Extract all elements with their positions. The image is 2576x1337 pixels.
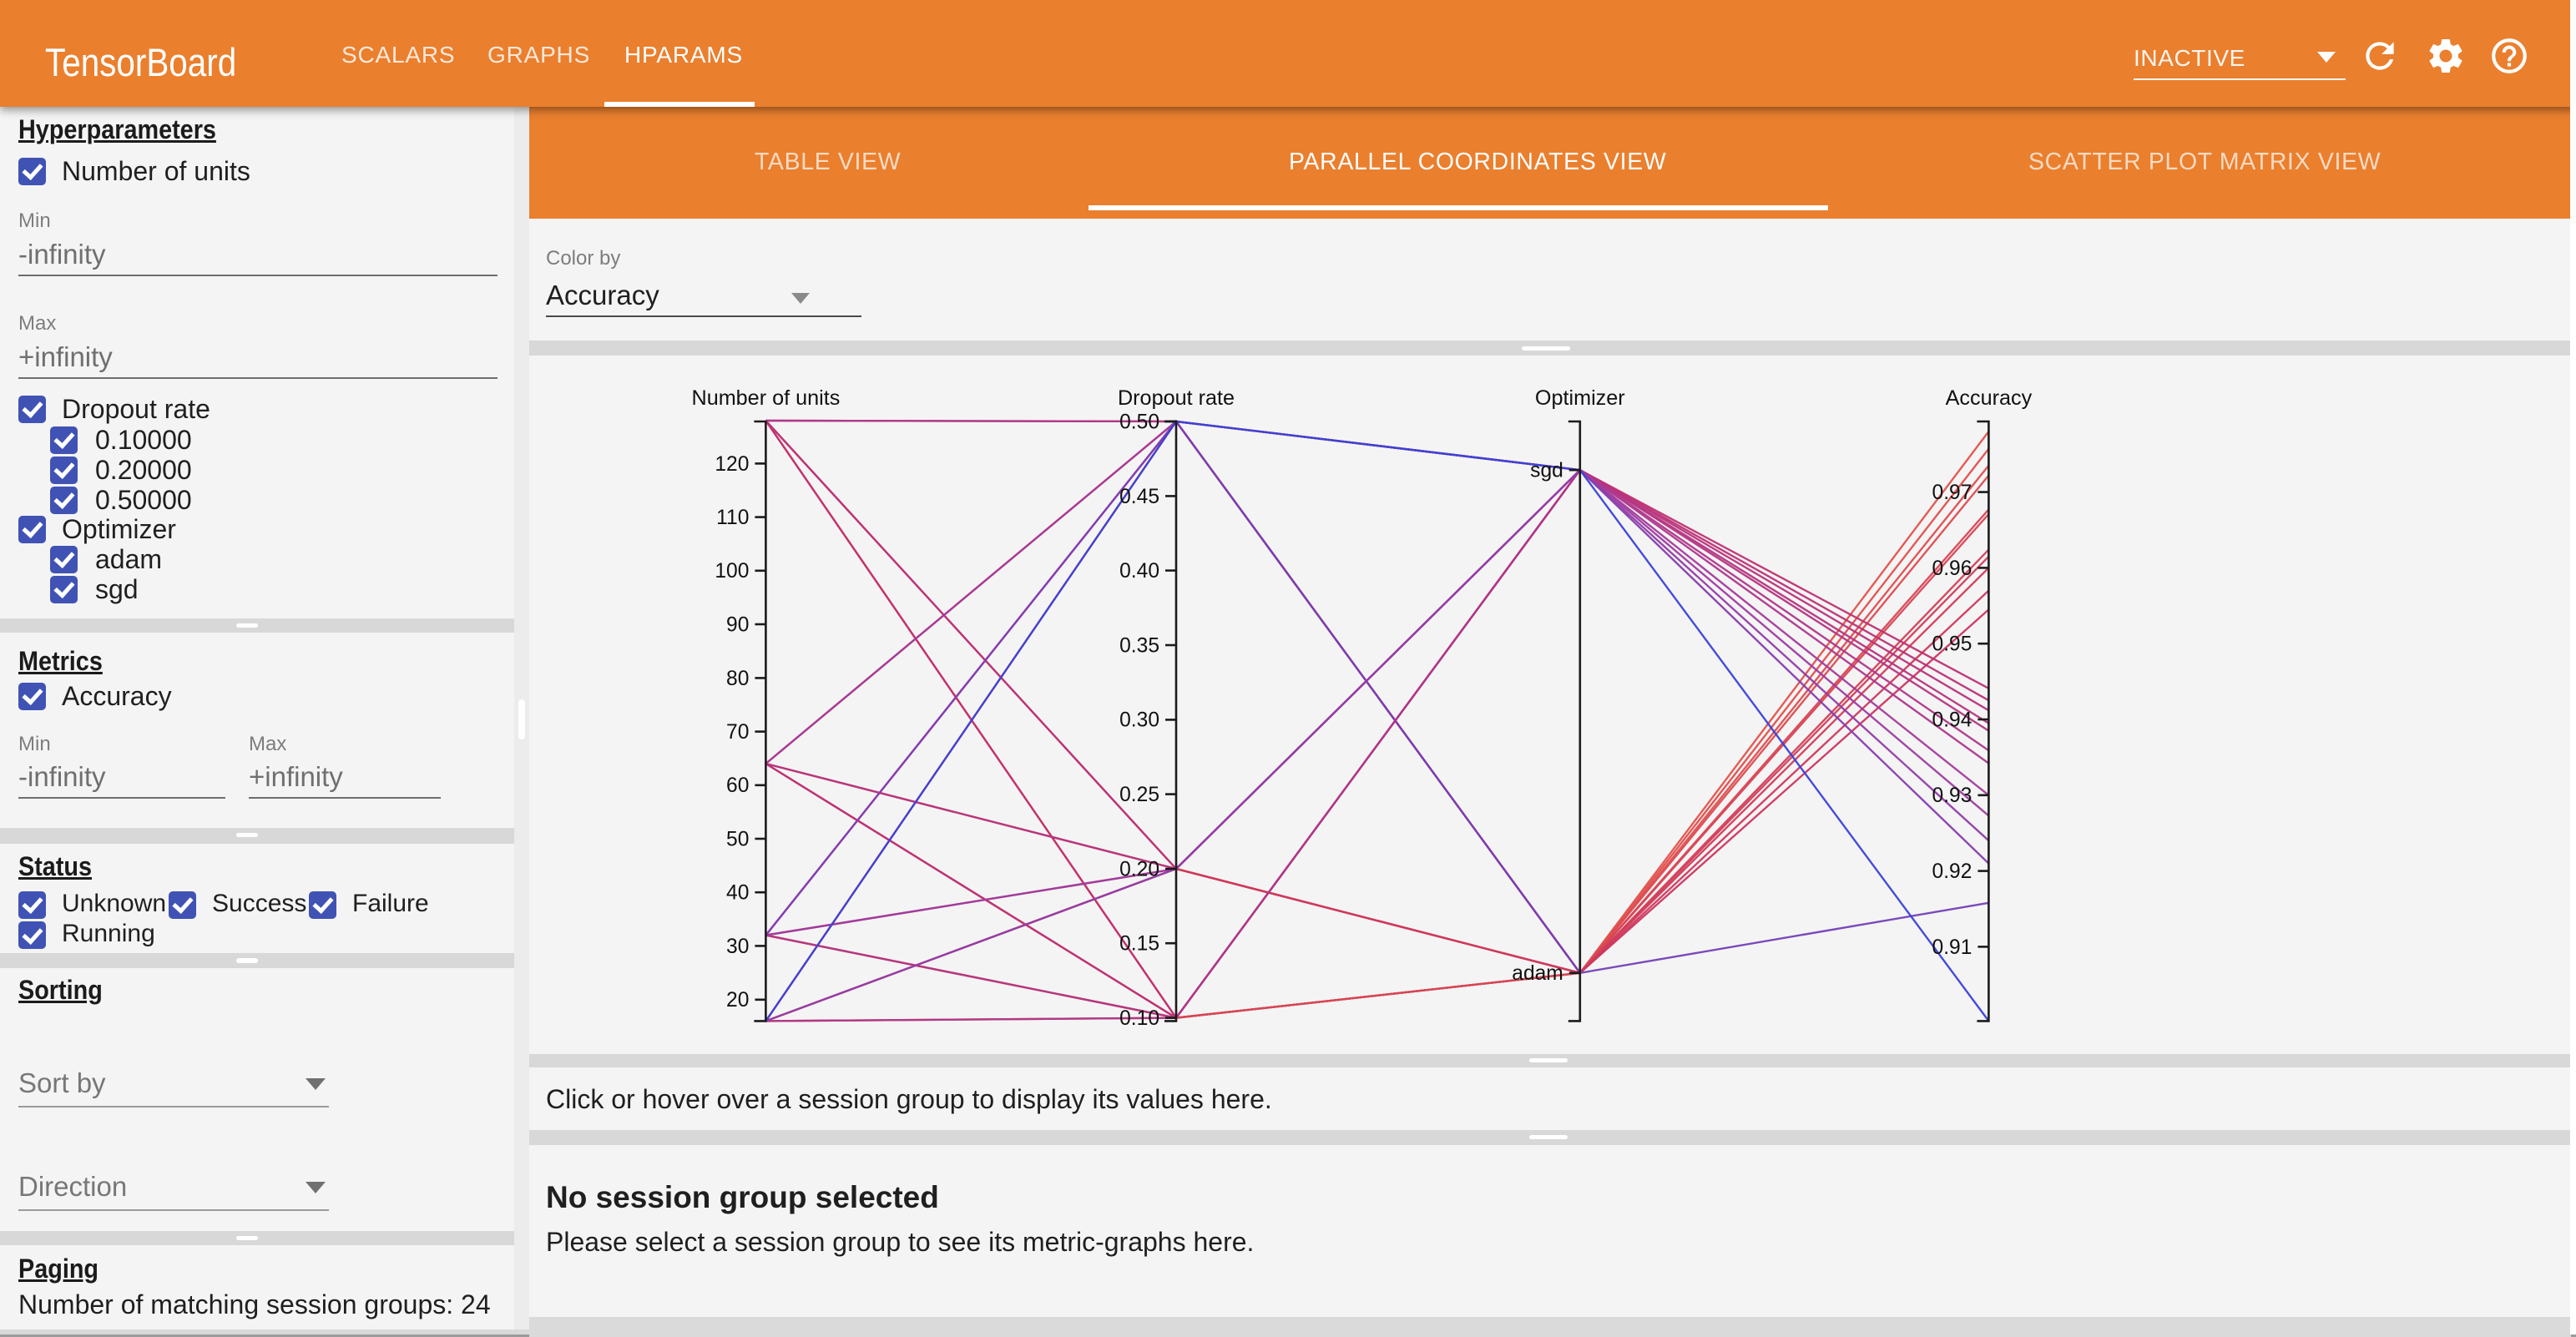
svg-text:adam: adam — [1512, 962, 1563, 985]
svg-text:0.35: 0.35 — [1119, 634, 1159, 657]
svg-text:0.91: 0.91 — [1932, 936, 1972, 959]
svg-text:20: 20 — [726, 989, 749, 1012]
svg-text:0.30: 0.30 — [1119, 709, 1159, 732]
svg-text:40: 40 — [726, 882, 749, 905]
svg-text:0.97: 0.97 — [1932, 482, 1972, 504]
svg-text:80: 80 — [726, 668, 749, 690]
svg-text:0.45: 0.45 — [1119, 486, 1159, 508]
svg-text:50: 50 — [726, 828, 749, 850]
svg-text:Number of units: Number of units — [692, 386, 841, 410]
svg-text:30: 30 — [726, 936, 749, 958]
svg-text:0.92: 0.92 — [1932, 860, 1972, 883]
svg-text:70: 70 — [726, 721, 749, 744]
svg-text:120: 120 — [715, 453, 749, 476]
svg-text:0.40: 0.40 — [1119, 560, 1159, 583]
svg-text:Dropout rate: Dropout rate — [1118, 386, 1235, 410]
svg-text:0.94: 0.94 — [1932, 709, 1972, 731]
svg-text:110: 110 — [716, 507, 749, 529]
svg-text:60: 60 — [726, 774, 749, 797]
svg-text:90: 90 — [726, 613, 749, 636]
svg-text:0.50: 0.50 — [1119, 411, 1159, 433]
svg-text:100: 100 — [715, 560, 749, 583]
svg-text:0.10: 0.10 — [1119, 1007, 1159, 1030]
svg-text:0.15: 0.15 — [1119, 933, 1159, 956]
svg-text:sgd: sgd — [1530, 460, 1563, 482]
svg-text:0.95: 0.95 — [1932, 633, 1972, 656]
svg-text:Optimizer: Optimizer — [1535, 386, 1625, 410]
svg-text:0.93: 0.93 — [1932, 785, 1972, 807]
svg-text:0.96: 0.96 — [1932, 558, 1972, 580]
svg-text:Accuracy: Accuracy — [1946, 386, 2033, 410]
svg-text:0.25: 0.25 — [1119, 784, 1159, 806]
svg-text:0.20: 0.20 — [1119, 858, 1159, 880]
